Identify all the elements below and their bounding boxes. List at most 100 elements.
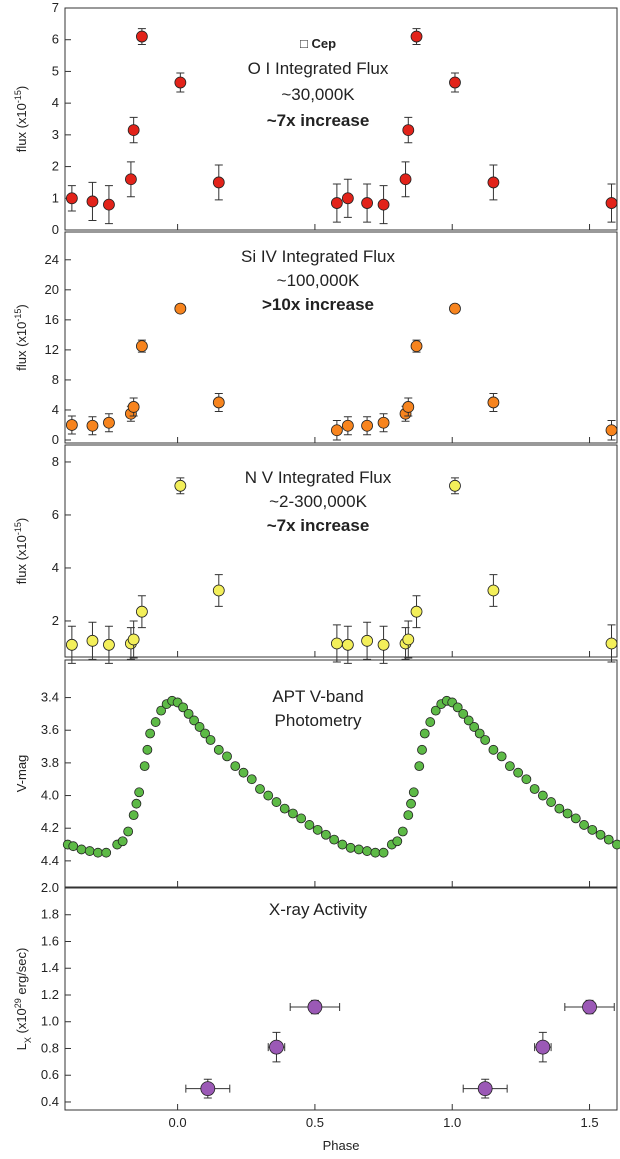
- data-point: [337, 839, 348, 850]
- data-point: [135, 30, 148, 43]
- data-point: [399, 173, 412, 186]
- data-point: [579, 820, 589, 830]
- data-point: [178, 702, 188, 713]
- annotation: Si IV Integrated Flux: [241, 247, 396, 266]
- y-label-part: -15: [13, 90, 23, 103]
- y-axis-label: V-mag: [14, 755, 29, 793]
- y-label-part: 29: [13, 998, 23, 1008]
- data-point: [213, 744, 224, 755]
- data-point: [212, 584, 225, 597]
- data-point: [406, 798, 416, 809]
- y-tick-label: 0: [52, 432, 59, 447]
- data-point: [392, 836, 403, 847]
- data-point: [103, 416, 115, 429]
- data-point: [183, 708, 194, 719]
- data-point: [103, 198, 115, 211]
- data-point: [458, 708, 469, 719]
- y-label-part: flux (x10: [14, 535, 29, 584]
- data-point: [488, 744, 499, 755]
- data-point: [127, 633, 140, 646]
- y-tick-label: 4.0: [41, 788, 59, 803]
- data-point: [612, 839, 620, 850]
- y-tick-label: 0.6: [41, 1067, 59, 1082]
- data-point: [449, 76, 461, 89]
- data-point: [123, 826, 134, 837]
- data-point: [200, 728, 210, 739]
- y-tick-label: 1.2: [41, 987, 59, 1002]
- y-label-part: ): [14, 304, 29, 308]
- data-point: [76, 844, 87, 855]
- annotation: Photometry: [275, 711, 362, 730]
- annotation: ~2-300,000K: [269, 492, 367, 511]
- y-tick-label: 4.4: [41, 853, 59, 868]
- data-point: [529, 784, 540, 794]
- data-point: [377, 416, 390, 429]
- y-tick-label: 4: [52, 560, 59, 575]
- data-point: [288, 808, 298, 819]
- y-tick-label: 2: [52, 159, 59, 174]
- data-point: [156, 705, 167, 716]
- data-point: [279, 803, 290, 814]
- data-point: [377, 198, 390, 211]
- data-point: [127, 401, 140, 413]
- y-axis-label: LX (x1029 erg/sec): [13, 948, 33, 1051]
- y-tick-label: 2.0: [41, 880, 59, 895]
- data-point: [570, 813, 581, 824]
- x-tick-label: 1.0: [443, 1115, 461, 1130]
- data-point: [131, 798, 142, 809]
- data-point: [403, 810, 414, 821]
- data-point: [296, 813, 307, 824]
- data-point: [582, 999, 597, 1015]
- data-point: [463, 715, 474, 726]
- data-point: [370, 847, 381, 858]
- panel-frame: [64, 231, 618, 444]
- data-point: [504, 761, 515, 772]
- data-point: [402, 401, 415, 413]
- annotation: >10x increase: [262, 295, 374, 314]
- data-point: [513, 767, 524, 778]
- data-point: [86, 634, 99, 647]
- data-point: [480, 735, 491, 745]
- x-tick-label: 0.0: [169, 1115, 187, 1130]
- data-point: [65, 419, 78, 431]
- data-point: [320, 829, 331, 840]
- y-tick-label: 1.0: [41, 1014, 59, 1029]
- panel-frame: [64, 7, 618, 231]
- data-point: [86, 419, 99, 432]
- panel-frame: [64, 887, 618, 1111]
- annotation: O I Integrated Flux: [248, 59, 389, 78]
- y-tick-label: 6: [52, 32, 59, 47]
- data-point: [135, 605, 148, 618]
- data-point: [414, 761, 425, 772]
- data-point: [142, 744, 153, 755]
- data-point: [605, 197, 618, 209]
- y-tick-label: 3.6: [41, 722, 59, 737]
- data-point: [353, 844, 364, 855]
- data-point: [68, 841, 79, 852]
- data-point: [377, 638, 390, 651]
- data-point: [487, 396, 500, 409]
- data-point: [200, 1081, 216, 1097]
- data-point: [449, 479, 461, 492]
- data-point: [562, 808, 573, 819]
- data-point: [474, 728, 485, 739]
- y-tick-label: 3: [52, 127, 59, 142]
- y-tick-label: 0.8: [41, 1040, 59, 1055]
- data-point: [449, 302, 461, 315]
- y-label-part: ): [14, 518, 29, 522]
- data-point: [330, 637, 343, 650]
- annotation: ~7x increase: [267, 111, 370, 130]
- data-point: [135, 340, 148, 353]
- y-label-part: flux (x10: [14, 103, 29, 152]
- data-point: [307, 999, 323, 1015]
- y-tick-label: 24: [45, 252, 59, 267]
- data-point: [595, 829, 606, 840]
- data-point: [554, 803, 565, 814]
- data-point: [410, 30, 423, 43]
- data-point: [212, 396, 225, 409]
- data-point: [139, 761, 150, 772]
- data-point: [212, 176, 225, 189]
- y-label-part: -15: [13, 522, 23, 535]
- data-point: [230, 761, 241, 772]
- x-tick-label: 0.5: [306, 1115, 324, 1130]
